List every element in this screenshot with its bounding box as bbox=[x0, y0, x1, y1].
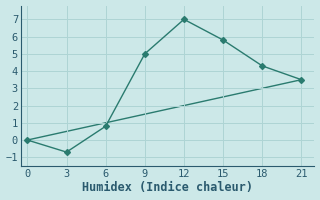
X-axis label: Humidex (Indice chaleur): Humidex (Indice chaleur) bbox=[82, 181, 253, 194]
